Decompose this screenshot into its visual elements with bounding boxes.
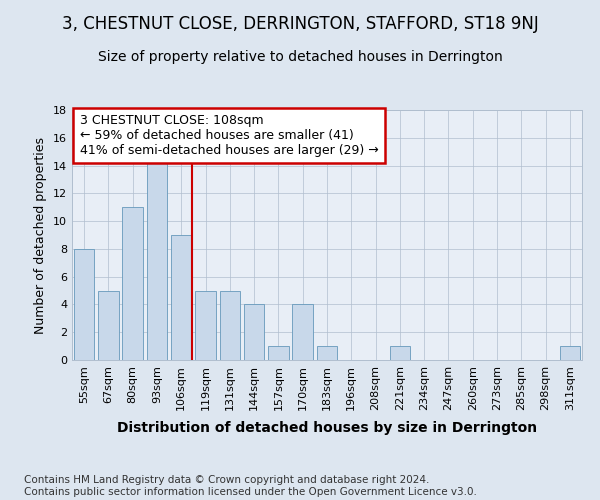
Bar	[560, 346, 580, 360]
Bar	[171, 235, 191, 360]
Y-axis label: Number of detached properties: Number of detached properties	[34, 136, 47, 334]
Bar	[146, 152, 167, 360]
Bar	[122, 207, 143, 360]
Bar	[195, 290, 216, 360]
Bar	[317, 346, 337, 360]
Bar	[292, 304, 313, 360]
Bar	[98, 290, 119, 360]
Bar	[244, 304, 265, 360]
Text: 3 CHESTNUT CLOSE: 108sqm
← 59% of detached houses are smaller (41)
41% of semi-d: 3 CHESTNUT CLOSE: 108sqm ← 59% of detach…	[80, 114, 379, 157]
Bar	[389, 346, 410, 360]
Text: Contains HM Land Registry data © Crown copyright and database right 2024.
Contai: Contains HM Land Registry data © Crown c…	[24, 475, 477, 496]
Bar	[220, 290, 240, 360]
X-axis label: Distribution of detached houses by size in Derrington: Distribution of detached houses by size …	[117, 421, 537, 435]
Bar	[74, 249, 94, 360]
Bar	[268, 346, 289, 360]
Text: Size of property relative to detached houses in Derrington: Size of property relative to detached ho…	[98, 50, 502, 64]
Text: 3, CHESTNUT CLOSE, DERRINGTON, STAFFORD, ST18 9NJ: 3, CHESTNUT CLOSE, DERRINGTON, STAFFORD,…	[62, 15, 538, 33]
